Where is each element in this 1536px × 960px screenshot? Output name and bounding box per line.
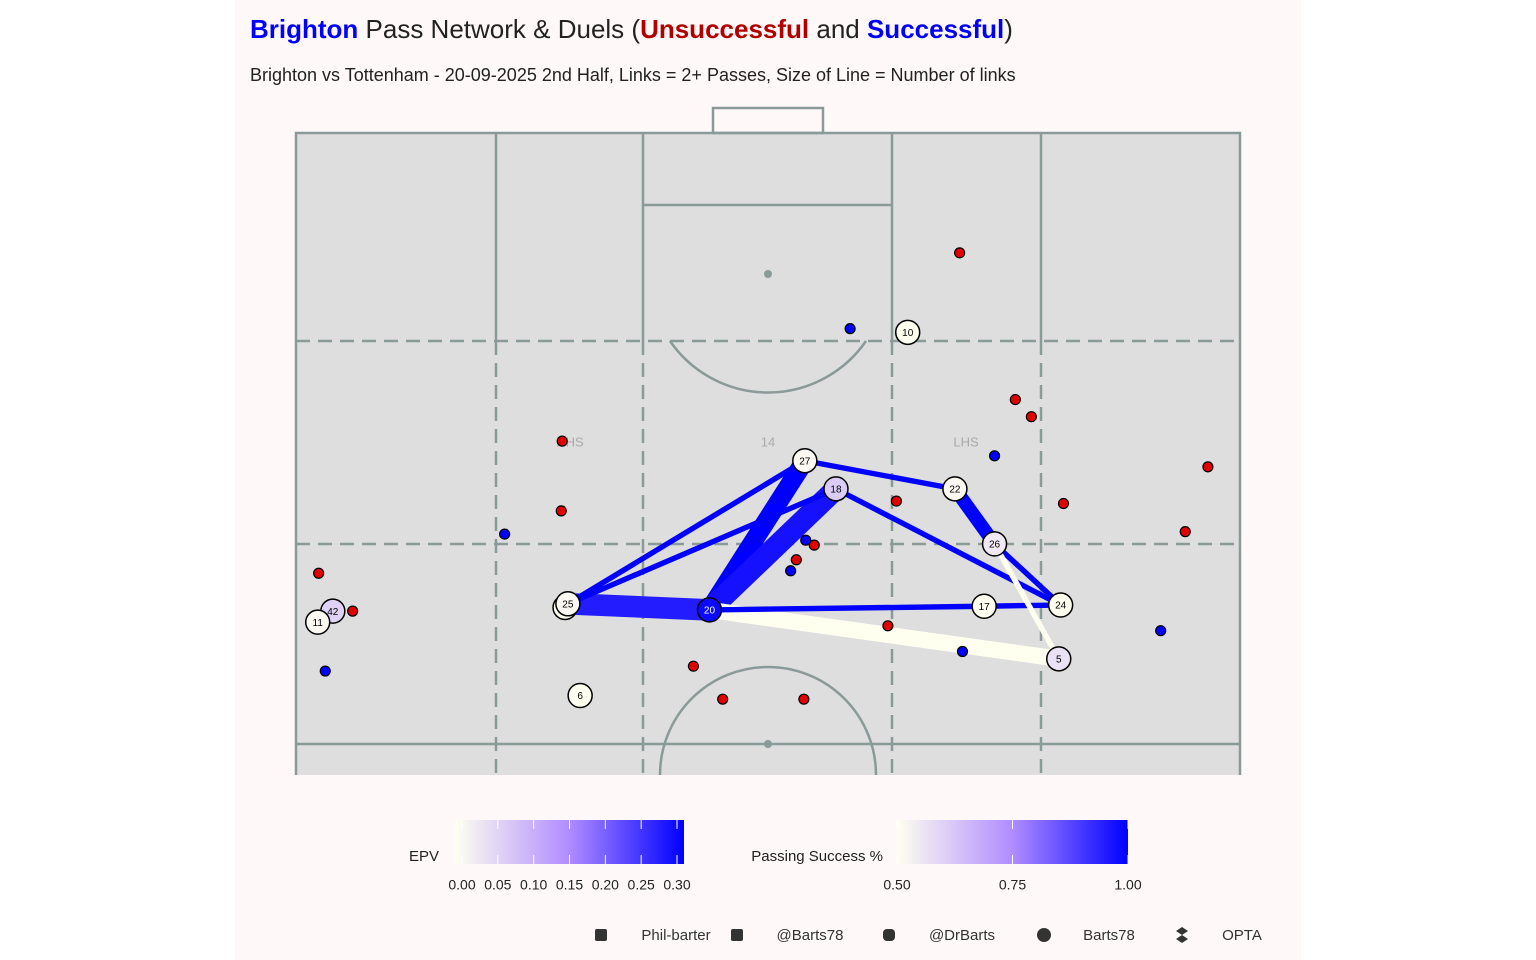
pass-link (566, 486, 838, 607)
nodes: 10271822262417520342542116 (304, 319, 1074, 709)
player-node (894, 319, 921, 346)
duel-point (844, 323, 856, 335)
player-node (971, 593, 997, 619)
legend-title: Passing Success % (751, 848, 883, 865)
duel-point (499, 528, 511, 540)
duel-point (555, 505, 567, 517)
legend-title: EPV (409, 848, 439, 865)
player-label: 24 (1055, 601, 1067, 612)
pass-link (702, 481, 844, 618)
title-part: Brighton (250, 14, 358, 44)
player-node (981, 531, 1008, 557)
footer: Phil-barter @Barts78 @DrBarts Barts78 OPTA (595, 927, 1262, 944)
duel-point (790, 554, 802, 566)
chart-title: Brighton Pass Network & Duels (Unsuccess… (250, 14, 1013, 44)
duel-point (1025, 411, 1037, 423)
title-part: Pass Network & Duels ( (358, 14, 640, 44)
duel-point (956, 645, 969, 658)
colorbar-tick-label: 1.00 (1114, 877, 1141, 893)
zone-label: 14 (761, 434, 775, 449)
duel-point (808, 539, 820, 551)
player-label: 11 (313, 618, 324, 629)
colorbar-tick-label: 0.25 (628, 877, 655, 893)
player-label: 42 (327, 607, 339, 618)
duel-point (1057, 497, 1070, 510)
footer-text: @Barts78 (777, 927, 844, 944)
pitch (294, 106, 1242, 776)
links (566, 455, 1063, 667)
footer-text: OPTA (1222, 927, 1262, 944)
duel-point (1179, 526, 1191, 538)
player-node (792, 447, 818, 474)
duel-point (785, 565, 797, 577)
colorbar-tick-label: 0.10 (520, 877, 547, 893)
title-part: Unsuccessful (640, 14, 809, 44)
player-label: 18 (830, 484, 842, 495)
pass-link (709, 603, 985, 613)
duel-point (1155, 625, 1167, 637)
pass-link (834, 486, 1062, 608)
duel-point (988, 450, 1001, 462)
player-label: 27 (799, 456, 811, 467)
colorbar-tick-label: 0.00 (448, 877, 475, 893)
title-part: Successful (867, 14, 1004, 44)
player-node (567, 682, 593, 709)
player-label: 17 (979, 602, 991, 613)
footer-text: Barts78 (1083, 927, 1135, 944)
duel-point (313, 567, 325, 579)
player-label: 25 (562, 599, 574, 610)
player-node (1047, 592, 1074, 618)
chart-subtitle: Brighton vs Tottenham - 20-09-2025 2nd H… (250, 65, 1016, 85)
colorbar-tick-label: 0.05 (484, 877, 511, 893)
player-node (304, 609, 331, 635)
player-label: 5 (1056, 654, 1062, 665)
duel-point (556, 435, 568, 447)
player-node (823, 476, 849, 502)
duel-point (890, 495, 902, 507)
pass-link (708, 601, 1060, 667)
duel-point (800, 534, 812, 546)
colorbar-tick-label: 0.15 (556, 877, 583, 893)
duel-point (1009, 393, 1021, 406)
pass-link (567, 593, 710, 621)
duel-point (347, 605, 359, 617)
player-label: 22 (949, 484, 961, 495)
colorbar-tick-label: 0.20 (592, 877, 619, 893)
duels (313, 247, 1214, 705)
zone-label: LHS (953, 434, 979, 449)
duel-point (319, 665, 331, 677)
title-part: ) (1004, 14, 1013, 44)
player-label: 10 (902, 328, 914, 339)
duel-point (882, 620, 894, 632)
pass-link (804, 458, 956, 492)
player-node (555, 591, 581, 617)
pass-link (566, 458, 807, 607)
footer-text: @DrBarts (929, 927, 995, 944)
duel-point (717, 693, 729, 705)
legends: EPV 0.00 0.05 0.10 0.15 0.20 0.25 0.30 Passing S… (409, 820, 1142, 893)
title-part: and (809, 14, 867, 44)
player-label: 26 (989, 540, 1001, 551)
pass-link (992, 542, 1062, 661)
colorbar-tick-label: 0.30 (663, 877, 690, 893)
player-label: 6 (577, 691, 583, 702)
duel-point (798, 693, 810, 705)
footer-text: Phil-barter (641, 927, 710, 944)
player-node (942, 476, 968, 502)
duel-point (954, 247, 966, 259)
colorbar-tick-label: 0.75 (999, 877, 1026, 893)
player-node (696, 597, 723, 623)
colorbar-tick-label: 0.50 (883, 877, 910, 893)
duel-point (687, 660, 700, 672)
player-label: 20 (704, 606, 716, 617)
pass-link (992, 541, 1063, 608)
duel-point (1202, 461, 1214, 473)
player-node (1046, 646, 1072, 672)
